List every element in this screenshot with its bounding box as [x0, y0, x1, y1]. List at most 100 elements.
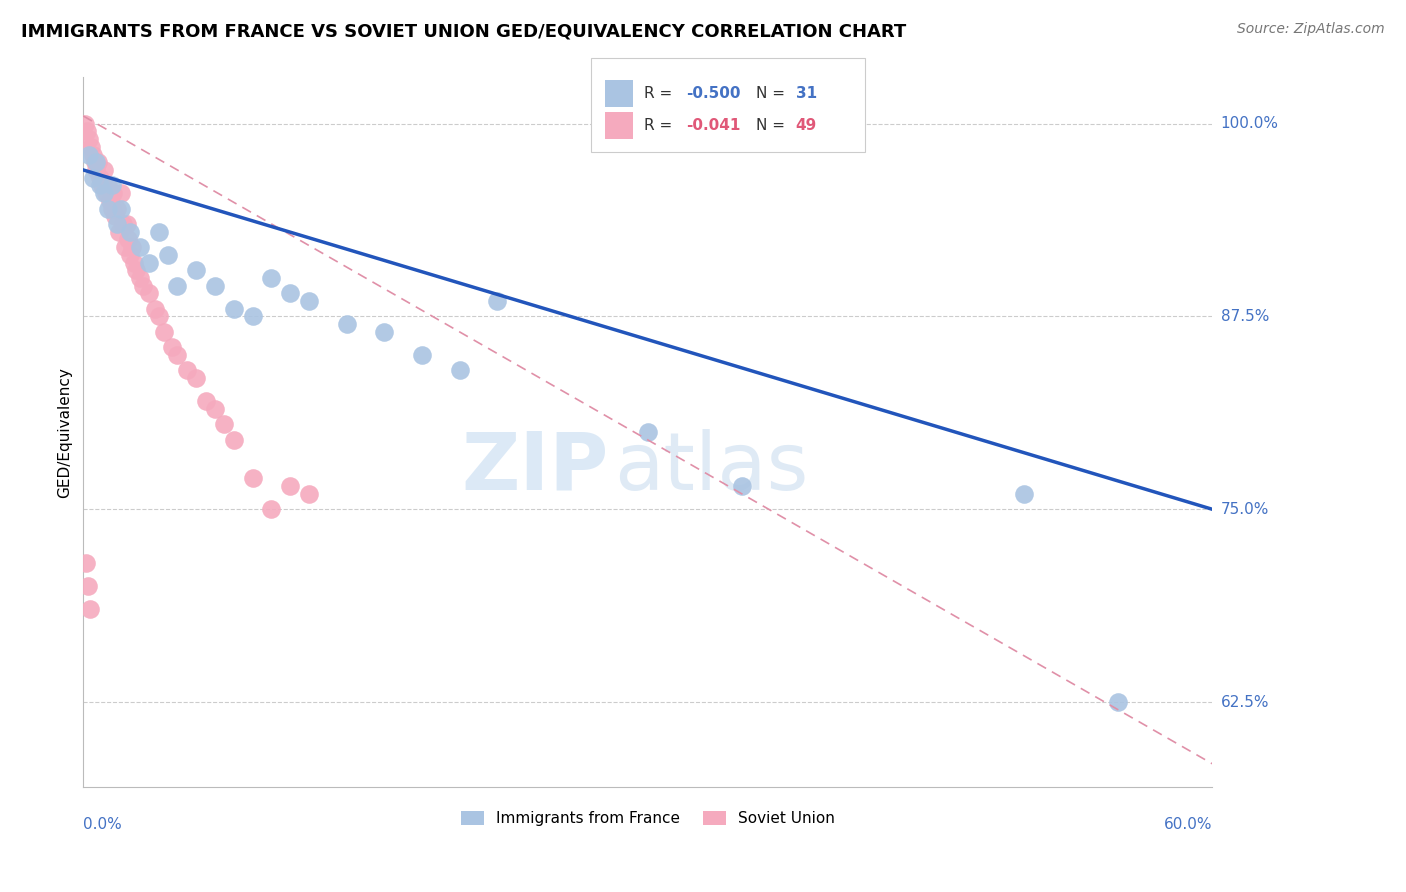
- Point: [89, 178, 111, 193]
- Point: [100, 202, 122, 216]
- Point: [97, 202, 120, 216]
- Point: [108, 225, 131, 239]
- Point: [637, 425, 659, 439]
- Point: [77, 132, 100, 146]
- Point: [242, 310, 264, 324]
- Point: [278, 286, 301, 301]
- Point: [93, 163, 115, 178]
- Point: [260, 502, 283, 516]
- Point: [204, 278, 226, 293]
- Text: N =: N =: [756, 118, 790, 133]
- Text: -0.041: -0.041: [686, 118, 741, 133]
- Text: R =: R =: [644, 86, 678, 101]
- Point: [242, 471, 264, 485]
- Text: ZIP: ZIP: [461, 429, 609, 507]
- Y-axis label: GED/Equivalency: GED/Equivalency: [58, 367, 72, 498]
- Point: [176, 363, 198, 377]
- Text: 62.5%: 62.5%: [1220, 695, 1270, 709]
- Point: [82, 170, 104, 185]
- Point: [166, 278, 188, 293]
- Point: [111, 217, 134, 231]
- Point: [411, 348, 433, 362]
- Point: [76, 124, 98, 138]
- Point: [278, 479, 301, 493]
- Point: [298, 294, 321, 309]
- Point: [122, 255, 145, 269]
- Point: [186, 263, 208, 277]
- Point: [105, 217, 128, 231]
- Point: [128, 240, 150, 254]
- Point: [86, 155, 108, 169]
- Point: [336, 317, 359, 331]
- Text: 0.0%: 0.0%: [83, 817, 122, 832]
- Point: [117, 232, 139, 246]
- Point: [105, 202, 128, 216]
- Point: [121, 240, 143, 254]
- Point: [104, 209, 127, 223]
- Point: [91, 178, 114, 193]
- Legend: Immigrants from France, Soviet Union: Immigrants from France, Soviet Union: [454, 805, 841, 832]
- Point: [120, 225, 142, 239]
- Point: [120, 248, 142, 262]
- Point: [83, 155, 105, 169]
- Point: [186, 371, 208, 385]
- Point: [194, 394, 217, 409]
- Text: 87.5%: 87.5%: [1220, 309, 1268, 324]
- Text: 75.0%: 75.0%: [1220, 502, 1268, 516]
- Point: [93, 186, 115, 200]
- Point: [82, 147, 104, 161]
- Point: [80, 140, 103, 154]
- Point: [138, 255, 160, 269]
- Point: [114, 240, 136, 254]
- Point: [77, 147, 100, 161]
- Text: 49: 49: [796, 118, 817, 133]
- Point: [87, 155, 110, 169]
- Point: [148, 310, 170, 324]
- Point: [86, 163, 108, 178]
- Text: atlas: atlas: [614, 429, 808, 507]
- Point: [75, 556, 97, 570]
- Point: [166, 348, 188, 362]
- Point: [373, 325, 395, 339]
- Point: [125, 263, 148, 277]
- Point: [148, 225, 170, 239]
- Text: Source: ZipAtlas.com: Source: ZipAtlas.com: [1237, 22, 1385, 37]
- Point: [486, 294, 509, 309]
- Point: [156, 248, 179, 262]
- Text: 31: 31: [796, 86, 817, 101]
- Point: [115, 217, 138, 231]
- Point: [77, 579, 100, 593]
- Point: [89, 170, 111, 185]
- Point: [222, 433, 245, 447]
- Point: [132, 278, 155, 293]
- Point: [731, 479, 754, 493]
- Point: [97, 178, 120, 193]
- Point: [260, 271, 283, 285]
- Point: [449, 363, 471, 377]
- Point: [94, 186, 117, 200]
- Point: [160, 340, 183, 354]
- Text: 60.0%: 60.0%: [1164, 817, 1212, 832]
- Point: [214, 417, 236, 432]
- Point: [138, 286, 160, 301]
- Point: [79, 602, 101, 616]
- Point: [1012, 487, 1035, 501]
- Point: [1107, 695, 1129, 709]
- Point: [103, 186, 125, 200]
- Point: [143, 301, 166, 316]
- Text: R =: R =: [644, 118, 678, 133]
- Text: N =: N =: [756, 86, 790, 101]
- Point: [222, 301, 245, 316]
- Point: [128, 271, 150, 285]
- Point: [100, 178, 122, 193]
- Point: [110, 202, 132, 216]
- Text: 100.0%: 100.0%: [1220, 116, 1278, 131]
- Point: [204, 402, 226, 417]
- Text: IMMIGRANTS FROM FRANCE VS SOVIET UNION GED/EQUIVALENCY CORRELATION CHART: IMMIGRANTS FROM FRANCE VS SOVIET UNION G…: [21, 22, 907, 40]
- Point: [153, 325, 176, 339]
- Point: [75, 117, 97, 131]
- Point: [98, 194, 121, 208]
- Point: [110, 186, 132, 200]
- Point: [298, 487, 321, 501]
- Text: -0.500: -0.500: [686, 86, 741, 101]
